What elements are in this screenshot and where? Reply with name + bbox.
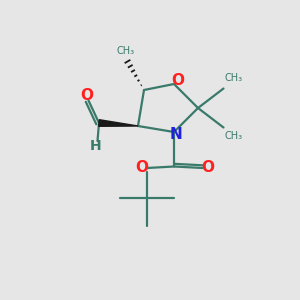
Polygon shape	[99, 120, 138, 126]
Text: O: O	[80, 88, 94, 103]
Text: O: O	[201, 160, 214, 175]
Text: CH₃: CH₃	[224, 130, 242, 140]
Text: CH₃: CH₃	[224, 73, 242, 83]
Text: H: H	[90, 140, 102, 153]
Text: O: O	[172, 73, 185, 88]
Text: CH₃: CH₃	[117, 46, 135, 56]
Text: N: N	[169, 127, 182, 142]
Text: O: O	[136, 160, 149, 175]
